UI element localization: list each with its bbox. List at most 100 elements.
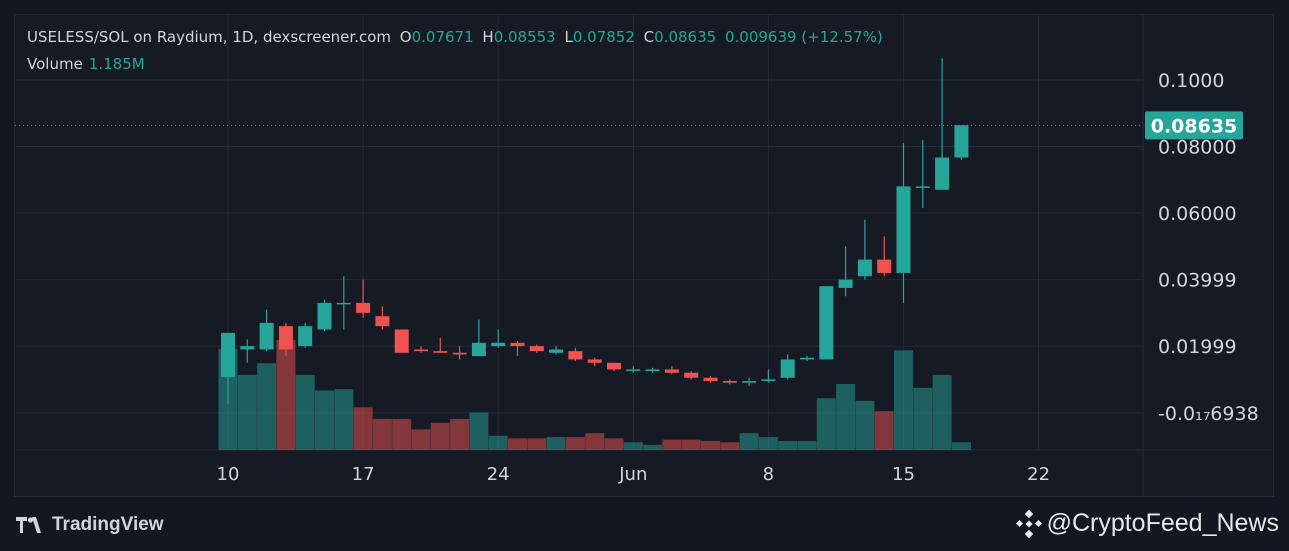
candle bbox=[529, 344, 544, 353]
candle-body bbox=[587, 359, 602, 363]
volume-bar bbox=[662, 439, 682, 450]
volume-bar bbox=[758, 437, 778, 450]
candle bbox=[645, 367, 660, 373]
candle-body bbox=[722, 381, 737, 383]
volume-bar bbox=[508, 438, 527, 450]
watermark: @CryptoFeed_News bbox=[1015, 509, 1279, 538]
volume-bars bbox=[218, 340, 971, 450]
x-tick-label: 24 bbox=[487, 464, 510, 485]
y-tick-label: 0.01999 bbox=[1158, 336, 1237, 358]
volume-bar bbox=[411, 429, 431, 450]
high-value: 0.08553 bbox=[493, 28, 556, 46]
volume-bar bbox=[276, 340, 296, 450]
volume-bar bbox=[237, 374, 257, 450]
price-axis: 0.1000 0.08000 0.06000 0.03999 0.01999 -0.0₁₇… bbox=[1158, 70, 1259, 425]
tradingview-logo[interactable]: TradingView bbox=[16, 514, 164, 536]
volume-bar bbox=[469, 412, 489, 450]
candle-body bbox=[935, 157, 950, 190]
volume-bar bbox=[701, 440, 720, 450]
candle-body bbox=[819, 286, 834, 360]
candle-body bbox=[452, 352, 467, 355]
candle bbox=[877, 236, 892, 277]
volume-bar bbox=[932, 374, 952, 450]
candle-body bbox=[240, 346, 255, 350]
candle-body bbox=[761, 379, 776, 382]
candle-body bbox=[336, 302, 351, 305]
volume-bar bbox=[951, 442, 971, 450]
volume-bar bbox=[874, 411, 894, 450]
candle bbox=[703, 376, 718, 383]
last-price-badge bbox=[1145, 111, 1243, 140]
volume-bar bbox=[585, 433, 605, 450]
candle bbox=[471, 319, 486, 357]
high-label: H bbox=[482, 28, 494, 46]
watermark-text: @CryptoFeed_News bbox=[1046, 509, 1279, 537]
candle bbox=[298, 322, 313, 348]
candle bbox=[587, 357, 602, 367]
volume-bar bbox=[334, 389, 354, 450]
volume-bar bbox=[720, 442, 740, 450]
symbol-legend: USELESS/SOL on Raydium, 1D, dexscreener.… bbox=[27, 28, 887, 46]
candle bbox=[240, 339, 255, 363]
candle bbox=[780, 354, 795, 380]
x-tick-label: 8 bbox=[763, 464, 774, 485]
volume-bar bbox=[797, 440, 817, 450]
candle-body bbox=[221, 332, 235, 378]
x-tick-label: 10 bbox=[217, 464, 240, 485]
y-tick-label: 0.06000 bbox=[1158, 203, 1237, 225]
candle bbox=[394, 329, 409, 353]
candle bbox=[684, 371, 699, 380]
volume-label: Volume bbox=[27, 55, 83, 73]
candle bbox=[857, 219, 872, 280]
change-value: 0.009639 (+12.57%) bbox=[724, 28, 883, 46]
candle bbox=[278, 322, 293, 357]
candle bbox=[935, 58, 950, 190]
candle-body bbox=[645, 369, 660, 372]
candle-body bbox=[549, 349, 564, 353]
volume-bar bbox=[353, 407, 373, 450]
volume-bar bbox=[836, 384, 856, 450]
candle-body bbox=[703, 377, 718, 382]
volume-bar bbox=[546, 437, 566, 450]
x-tick-label: 22 bbox=[1027, 464, 1050, 485]
candle bbox=[664, 366, 679, 375]
candle-body bbox=[568, 351, 583, 360]
candle bbox=[433, 337, 448, 353]
volume-bar bbox=[372, 418, 392, 450]
candle-body bbox=[298, 326, 313, 347]
y-tick-label: 0.03999 bbox=[1158, 270, 1237, 292]
tradingview-icon bbox=[16, 517, 41, 533]
close-value: 0.08635 bbox=[654, 28, 717, 46]
candle-body bbox=[915, 186, 930, 188]
candle-body bbox=[259, 322, 274, 350]
volume-bar bbox=[739, 433, 759, 450]
low-value: 0.07852 bbox=[572, 28, 635, 46]
candle-body bbox=[607, 362, 621, 370]
candle bbox=[549, 346, 564, 355]
candle bbox=[722, 379, 737, 385]
candle-body bbox=[491, 342, 506, 347]
candle bbox=[896, 143, 911, 303]
volume-bar bbox=[430, 422, 450, 450]
candle bbox=[452, 346, 467, 360]
open-label: O bbox=[399, 28, 412, 46]
x-tick-label: Jun bbox=[618, 464, 647, 485]
volume-bar bbox=[623, 442, 643, 450]
candle-body bbox=[317, 302, 332, 330]
candle bbox=[742, 377, 757, 387]
candles bbox=[221, 58, 969, 405]
candle bbox=[375, 306, 390, 330]
candle bbox=[800, 356, 814, 362]
candle bbox=[568, 347, 583, 362]
candle bbox=[915, 139, 930, 209]
candle bbox=[221, 332, 235, 405]
volume-bar bbox=[527, 438, 547, 450]
candle bbox=[819, 286, 834, 360]
candle-body bbox=[626, 369, 641, 371]
candle-body bbox=[278, 326, 293, 350]
volume-bar bbox=[681, 439, 701, 450]
tradingview-brand: TradingView bbox=[52, 514, 164, 535]
y-tick-label: 0.1000 bbox=[1158, 70, 1224, 92]
candle-body bbox=[896, 186, 911, 273]
